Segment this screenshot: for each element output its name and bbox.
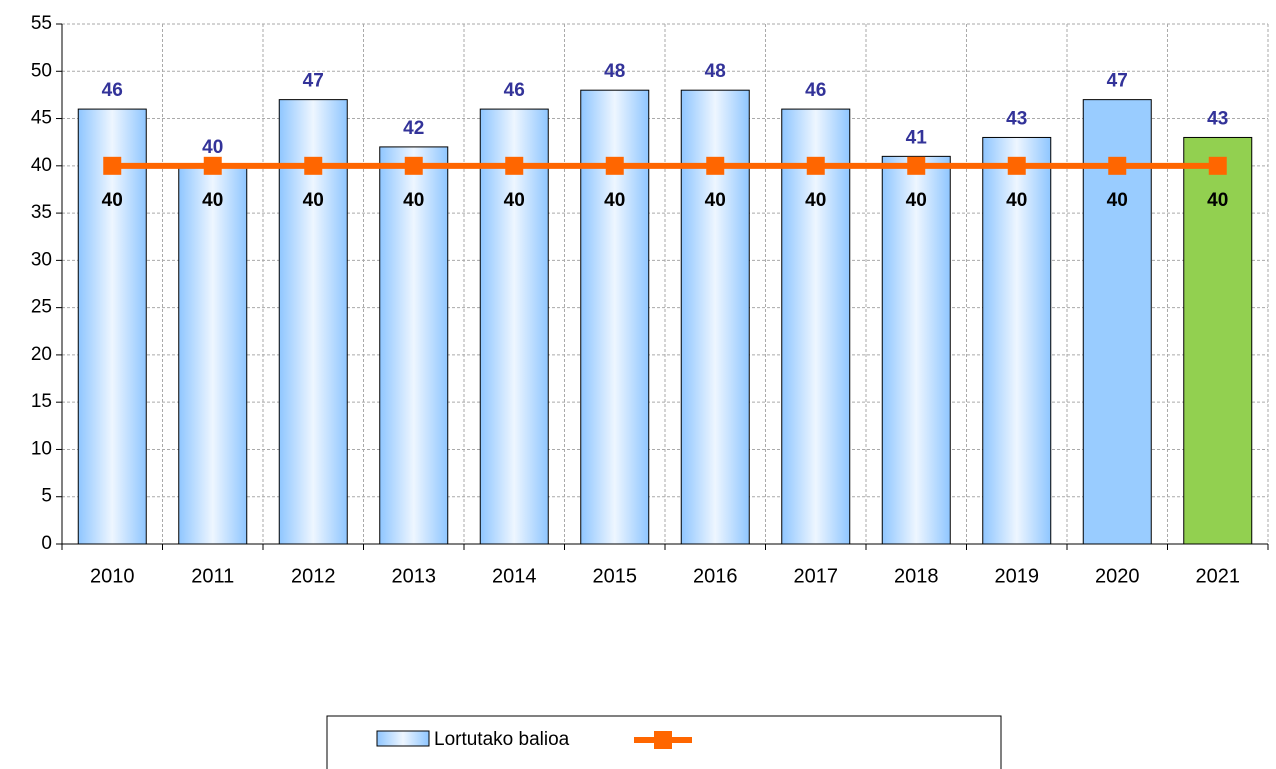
line-marker xyxy=(404,156,423,175)
x-tick-label: 2014 xyxy=(492,565,537,587)
x-tick-label: 2012 xyxy=(291,565,336,587)
y-tick-label: 30 xyxy=(31,249,52,270)
legend-label: Lortutako balioa xyxy=(434,729,570,750)
x-tick-label: 2017 xyxy=(794,565,839,587)
y-tick-label: 10 xyxy=(31,438,52,459)
y-tick-label: 55 xyxy=(31,13,52,34)
bar xyxy=(77,108,147,545)
line-marker xyxy=(1108,156,1127,175)
x-tick-label: 2011 xyxy=(191,565,234,587)
line-marker xyxy=(1007,156,1026,175)
line-marker xyxy=(907,156,926,175)
bar-value-label: 41 xyxy=(906,127,928,148)
bar-value-label: 47 xyxy=(303,71,324,92)
line-value-label: 40 xyxy=(1207,190,1228,211)
y-tick-label: 25 xyxy=(31,297,52,318)
line-marker xyxy=(103,156,122,175)
bar-value-label: 47 xyxy=(1107,71,1128,92)
bar-value-label: 40 xyxy=(202,137,223,158)
line-marker xyxy=(203,156,222,175)
line-value-label: 40 xyxy=(303,190,324,211)
bar-value-label: 46 xyxy=(504,80,525,101)
y-tick-label: 35 xyxy=(31,202,52,223)
bar xyxy=(379,146,449,545)
bar-value-label: 48 xyxy=(705,61,726,82)
line-value-label: 40 xyxy=(705,190,726,211)
bar xyxy=(1183,136,1253,545)
bar-value-label: 48 xyxy=(604,61,625,82)
line-value-label: 40 xyxy=(1006,190,1027,211)
y-tick-label: 15 xyxy=(31,391,52,412)
x-tick-label: 2019 xyxy=(995,565,1040,587)
bar xyxy=(781,108,851,545)
y-tick-label: 45 xyxy=(31,108,52,129)
line-marker xyxy=(706,156,725,175)
bar xyxy=(881,155,951,545)
bar xyxy=(982,136,1052,545)
bar-value-label: 42 xyxy=(403,118,424,139)
line-value-label: 40 xyxy=(604,190,625,211)
line-value-label: 40 xyxy=(102,190,123,211)
legend-swatch-marker xyxy=(654,731,672,749)
y-tick-label: 40 xyxy=(31,155,52,176)
line-value-label: 40 xyxy=(805,190,826,211)
line-marker xyxy=(304,156,323,175)
y-tick-label: 0 xyxy=(41,533,52,554)
x-tick-label: 2010 xyxy=(90,565,135,587)
bar-value-label: 43 xyxy=(1006,108,1027,129)
bar-value-label: 43 xyxy=(1207,108,1228,129)
x-tick-label: 2013 xyxy=(392,565,437,587)
x-tick-label: 2016 xyxy=(693,565,738,587)
line-value-label: 40 xyxy=(1107,190,1128,211)
bar xyxy=(178,165,248,545)
x-tick-label: 2021 xyxy=(1196,565,1241,587)
x-tick-label: 2020 xyxy=(1095,565,1140,587)
line-value-label: 40 xyxy=(504,190,525,211)
y-tick-label: 5 xyxy=(41,486,52,507)
line-marker xyxy=(1208,156,1227,175)
legend-swatch-bar xyxy=(376,730,430,747)
bar-value-label: 46 xyxy=(805,80,826,101)
y-tick-label: 20 xyxy=(31,344,52,365)
line-marker xyxy=(505,156,524,175)
y-tick-label: 50 xyxy=(31,60,52,81)
line-value-label: 40 xyxy=(906,190,927,211)
x-tick-label: 2018 xyxy=(894,565,939,587)
x-tick-label: 2015 xyxy=(593,565,638,587)
bar-value-label: 46 xyxy=(102,80,123,101)
line-value-label: 40 xyxy=(202,190,223,211)
line-marker xyxy=(605,156,624,175)
bar xyxy=(479,108,549,545)
line-marker xyxy=(806,156,825,175)
line-value-label: 40 xyxy=(403,190,424,211)
